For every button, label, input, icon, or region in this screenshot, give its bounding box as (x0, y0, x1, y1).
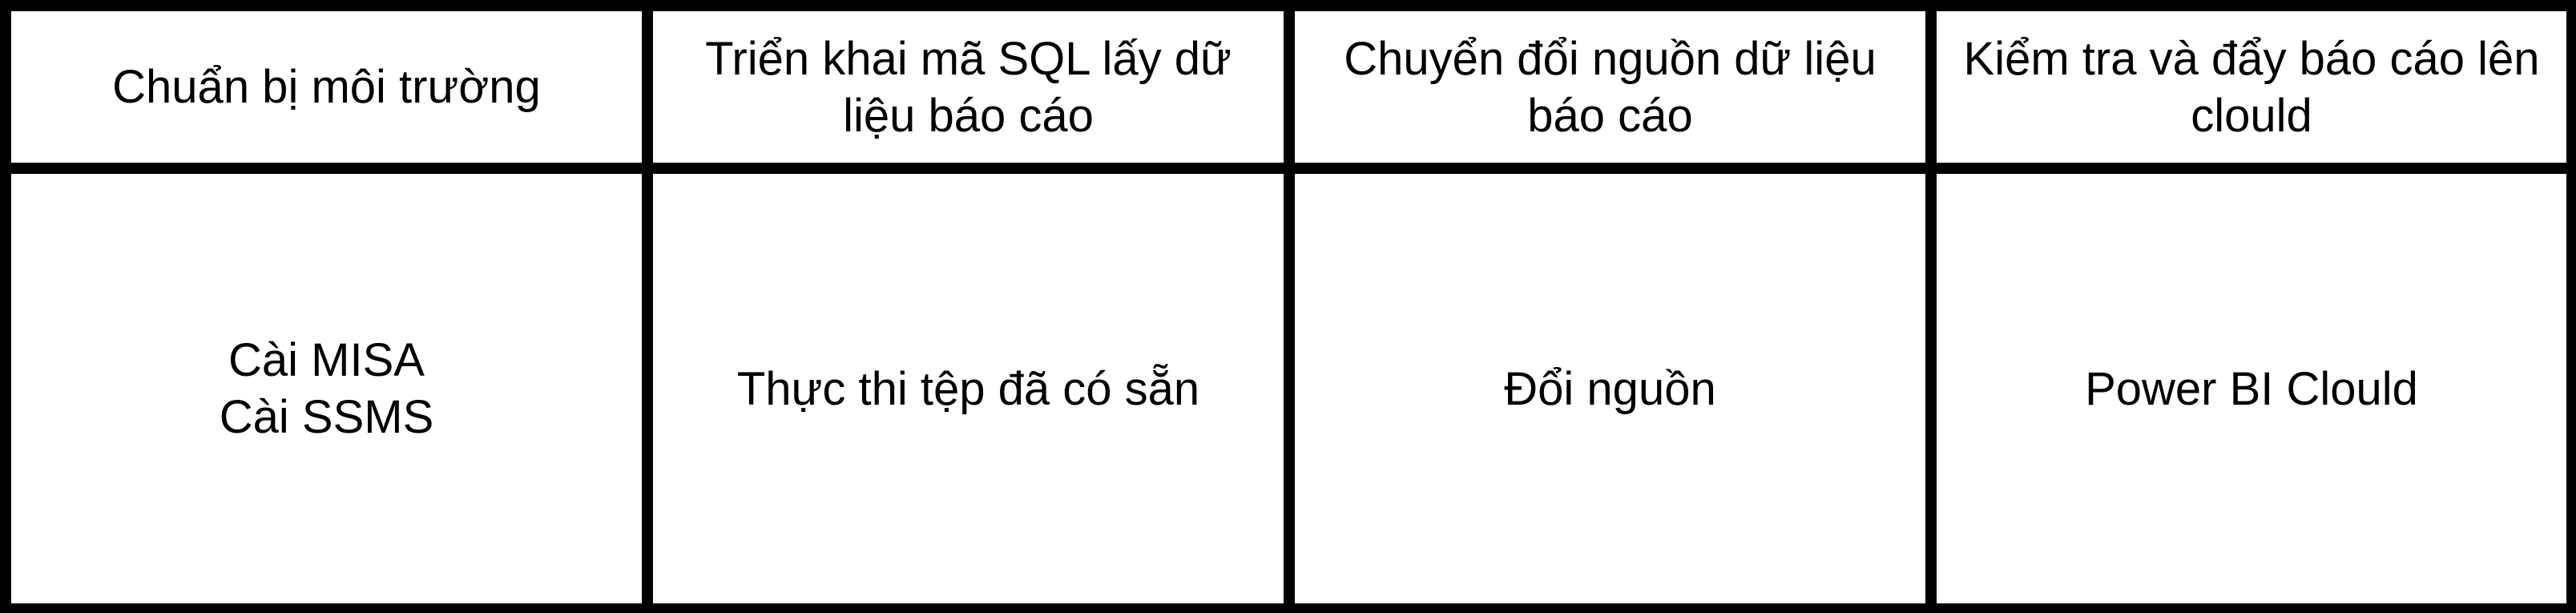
content-text: Power BI Clould (2085, 361, 2418, 417)
header-line: báo cáo (1527, 89, 1693, 142)
content-line: Cài MISA (228, 334, 425, 386)
content-text: Đổi nguồn (1504, 361, 1715, 417)
content-text: Thực thi tệp đã có sẵn (737, 361, 1199, 417)
content-line: Cài SSMS (219, 391, 434, 443)
content-line: Đổi nguồn (1504, 362, 1716, 415)
header-cell-prepare-environment: Chuẩn bị môi trường (11, 11, 642, 163)
header-line: Kiểm tra và đẩy báo cáo lên (1963, 32, 2540, 85)
header-text: Chuẩn bị môi trường (112, 58, 541, 115)
content-cell-install-software: Cài MISA Cài SSMS (11, 174, 642, 603)
header-line: liệu báo cáo (843, 89, 1094, 142)
content-cell-power-bi-cloud: Power BI Clould (1937, 174, 2566, 603)
header-line: Chuyển đổi nguồn dữ liệu (1344, 32, 1877, 85)
content-line: Power BI Clould (2085, 362, 2418, 415)
content-line: Thực thi tệp đã có sẵn (736, 362, 1200, 415)
header-cell-deploy-sql: Triển khai mã SQL lấy dữ liệu báo cáo (653, 11, 1284, 163)
content-cell-execute-file: Thực thi tệp đã có sẵn (653, 174, 1284, 603)
content-text: Cài MISA Cài SSMS (220, 332, 434, 446)
content-cell-change-source: Đổi nguồn (1295, 174, 1925, 603)
header-line: Triển khai mã SQL lấy dữ (705, 32, 1232, 85)
header-text: Triển khai mã SQL lấy dữ liệu báo cáo (705, 30, 1232, 144)
header-cell-check-push-cloud: Kiểm tra và đẩy báo cáo lên clould (1937, 11, 2566, 163)
header-line: Chuẩn bị môi trường (112, 61, 541, 113)
header-text: Chuyển đổi nguồn dữ liệu báo cáo (1344, 30, 1876, 144)
header-text: Kiểm tra và đẩy báo cáo lên clould (1964, 30, 2540, 144)
header-cell-convert-source: Chuyển đổi nguồn dữ liệu báo cáo (1295, 11, 1925, 163)
header-line: clould (2191, 89, 2312, 142)
